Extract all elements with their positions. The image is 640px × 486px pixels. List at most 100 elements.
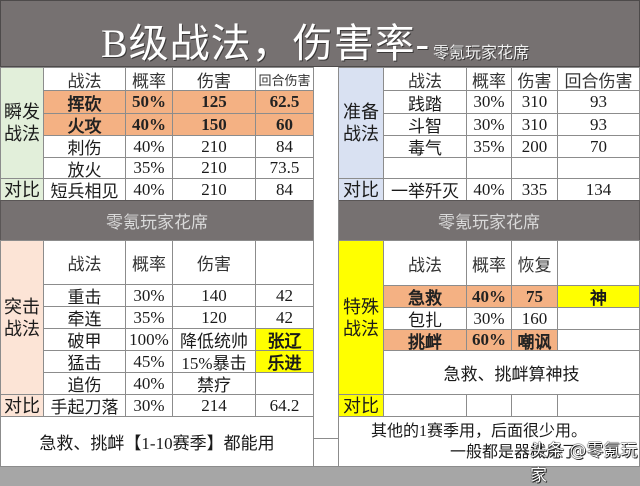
burst-header-rate: 概率	[125, 67, 173, 91]
prepare-row-2-damage: 310	[511, 113, 558, 136]
special-row-2-extra	[557, 307, 640, 330]
burst-compare-name: 短兵相见	[43, 178, 126, 201]
prepare-row-1-rate: 30%	[466, 90, 512, 114]
burst-row-4-damage: 210	[172, 157, 256, 179]
prepare-row-4-name	[383, 157, 467, 179]
burst-row-1-per-turn: 62.5	[255, 90, 314, 114]
special-compare-extra	[557, 394, 640, 417]
special-row-3-name: 挑衅	[383, 329, 467, 351]
prepare-compare-damage: 335	[511, 178, 558, 201]
prepare-row-4-damage	[511, 157, 558, 179]
assault-row-5-damage: 禁疗	[172, 372, 256, 395]
prepare-row-2-name: 斗智	[383, 113, 467, 136]
burst-row-1-damage: 125	[172, 90, 256, 114]
assault-header-rate: 概率	[125, 240, 173, 285]
assault-row-1-extra: 42	[255, 284, 314, 307]
assault-row-2-rate: 35%	[125, 306, 173, 329]
burst-compare-per-turn: 84	[255, 178, 314, 201]
burst-label: 瞬发战法	[0, 67, 44, 179]
assault-row-2-extra: 42	[255, 306, 314, 329]
burst-compare-label: 对比	[0, 178, 44, 201]
assault-row-5-rate: 40%	[125, 372, 173, 395]
prepare-compare-per-turn: 134	[557, 178, 640, 201]
special-header-extra	[557, 240, 640, 286]
burst-row-2-name: 火攻	[43, 113, 126, 136]
assault-row-3-name: 破甲	[43, 328, 126, 351]
prepare-compare-label: 对比	[338, 178, 384, 201]
prepare-row-4-rate	[466, 157, 512, 179]
prepare-header-damage: 伤害	[511, 67, 558, 91]
special-row-2-recover: 160	[511, 307, 558, 330]
burst-row-4-rate: 35%	[125, 157, 173, 179]
prepare-header-name: 战法	[383, 67, 467, 91]
assault-label: 突击战法	[0, 240, 44, 395]
assault-note: 急救、挑衅【1-10赛季】都能用	[0, 416, 314, 467]
assault-row-4-rate: 45%	[125, 350, 173, 373]
assault-compare-extra: 64.2	[255, 394, 314, 417]
special-row-2-rate: 30%	[466, 307, 512, 330]
special-row-3-rate: 60%	[466, 329, 512, 351]
prepare-compare-name: 一举歼灭	[383, 178, 467, 201]
assault-row-3-extra: 张辽	[255, 328, 314, 351]
assault-compare-damage: 214	[172, 394, 256, 417]
burst-row-4-per-turn: 73.5	[255, 157, 314, 179]
special-compare-recover	[511, 394, 558, 417]
special-compare-name	[383, 394, 467, 417]
special-note-line-1: 其他的1赛季用，后面很少用。	[370, 422, 587, 440]
assault-row-2-name: 牵连	[43, 306, 126, 329]
burst-row-2-rate: 40%	[125, 113, 173, 136]
burst-row-3-per-turn: 84	[255, 135, 314, 158]
special-compare-label: 对比	[338, 394, 384, 417]
burst-row-3-name: 刺伤	[43, 135, 126, 158]
assault-compare-rate: 30%	[125, 394, 173, 417]
special-note: 其他的1赛季用，后面很少用。 一般都是器械用了	[338, 416, 640, 467]
prepare-row-3-name: 毒气	[383, 135, 467, 158]
spacer-column	[313, 67, 339, 467]
special-row-3-extra	[557, 329, 640, 351]
burst-row-2-per-turn: 60	[255, 113, 314, 136]
assault-row-5-name: 追伤	[43, 372, 126, 395]
burst-row-4-name: 放火	[43, 157, 126, 179]
special-header-name: 战法	[383, 240, 467, 286]
burst-row-2-damage: 150	[172, 113, 256, 136]
special-row-1-recover: 75	[511, 285, 558, 308]
burst-row-3-rate: 40%	[125, 135, 173, 158]
prepare-row-2-per-turn: 93	[557, 113, 640, 136]
burst-compare-rate: 40%	[125, 178, 173, 201]
assault-row-5-extra	[255, 372, 314, 395]
prepare-row-3-rate: 35%	[466, 135, 512, 158]
burst-compare-damage: 210	[172, 178, 256, 201]
special-row-3-recover: 嘲讽	[511, 329, 558, 351]
special-note-line-2: 一般都是器械用了	[449, 443, 578, 461]
assault-compare-label: 对比	[0, 394, 44, 417]
special-inner-note: 急救、挑衅算神技	[383, 350, 640, 395]
prepare-header-rate: 概率	[466, 67, 512, 91]
prepare-row-2-rate: 30%	[466, 113, 512, 136]
special-compare-rate	[466, 394, 512, 417]
spacer-divider	[314, 438, 338, 439]
prepare-row-1-damage: 310	[511, 90, 558, 114]
assault-row-4-damage: 15%暴击	[172, 350, 256, 373]
page-title: B级战法，伤害率-	[101, 21, 430, 66]
prepare-label: 准备战法	[338, 67, 384, 179]
special-row-1-name: 急救	[383, 285, 467, 308]
special-row-2-name: 包扎	[383, 307, 467, 330]
prepare-row-4-per-turn	[557, 157, 640, 179]
prepare-row-3-per-turn: 70	[557, 135, 640, 158]
burst-row-1-name: 挥砍	[43, 90, 126, 114]
watermark-band-right: 零氪玩家花席	[338, 200, 640, 241]
prepare-compare-rate: 40%	[466, 178, 512, 201]
prepare-row-1-per-turn: 93	[557, 90, 640, 114]
assault-header-name: 战法	[43, 240, 126, 285]
burst-header-name: 战法	[43, 67, 126, 91]
special-row-1-rate: 40%	[466, 285, 512, 308]
assault-row-2-damage: 120	[172, 306, 256, 329]
assault-header-damage: 伤害	[172, 240, 256, 285]
watermark-band-left: 零氪玩家花席	[0, 200, 314, 241]
assault-row-4-extra: 乐进	[255, 350, 314, 373]
special-row-1-extra: 神	[557, 285, 640, 308]
watermark-text: 头条 @零氪玩家	[530, 441, 638, 486]
assault-header-extra	[255, 240, 314, 285]
prepare-row-3-damage: 200	[511, 135, 558, 158]
